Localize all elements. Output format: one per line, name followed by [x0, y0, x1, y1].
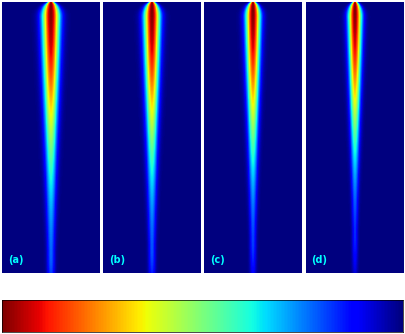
Text: (c): (c): [210, 255, 225, 265]
Text: (d): (d): [311, 255, 328, 265]
Text: (b): (b): [109, 255, 125, 265]
Text: (a): (a): [8, 255, 23, 265]
